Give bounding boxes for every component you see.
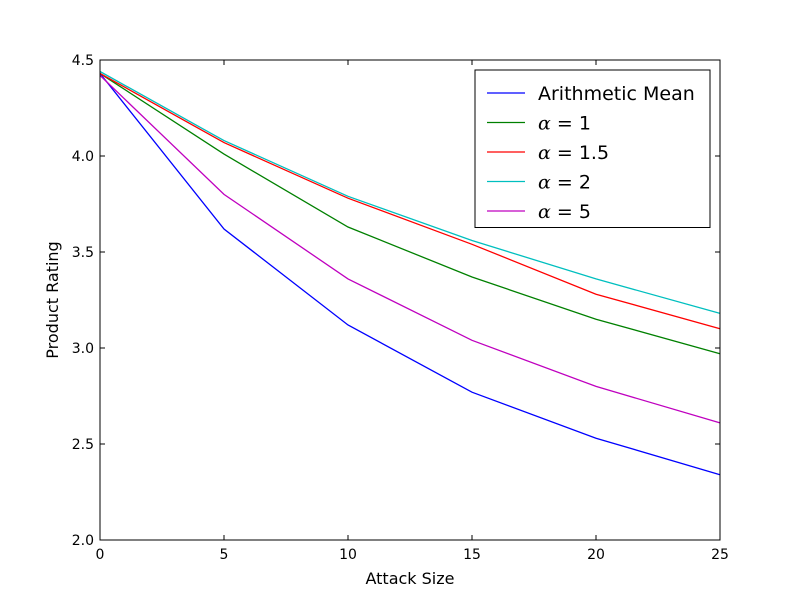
legend-box	[474, 69, 711, 228]
y-tick-label: 3.0	[72, 341, 94, 357]
x-axis-title: Attack Size	[365, 569, 454, 588]
series-line-4	[99, 70, 721, 315]
y-tick-label: 3.5	[72, 245, 94, 261]
y-tick-label: 4.0	[72, 149, 94, 165]
legend-value: = 5	[551, 201, 591, 223]
x-tick-label: 15	[463, 547, 481, 563]
legend-label-1: Arithmetic Mean	[538, 83, 695, 105]
y-axis-title: Product Rating	[43, 241, 62, 358]
x-tick-label: 20	[587, 547, 605, 563]
alpha-symbol: α	[538, 142, 551, 164]
x-tick-label: 25	[711, 547, 729, 563]
plot-frame	[99, 59, 721, 541]
alpha-symbol: α	[538, 172, 551, 194]
series-line-5	[99, 74, 721, 424]
legend-label-5: α = 5	[538, 201, 591, 223]
series-lines	[99, 70, 721, 476]
legend-value: = 2	[551, 172, 591, 194]
legend-label-4: α = 2	[538, 172, 591, 194]
y-tick-label: 2.0	[72, 533, 94, 549]
alpha-symbol: α	[538, 201, 551, 223]
y-tick-label: 2.5	[72, 437, 94, 453]
y-tick-label: 4.5	[72, 53, 94, 69]
legend-label-3: α = 1.5	[538, 142, 609, 164]
alpha-symbol: α	[538, 113, 551, 135]
legend-label-2: α = 1	[538, 113, 591, 135]
legend-value: = 1	[551, 113, 591, 135]
series-line-3	[99, 72, 721, 330]
series-line-2	[99, 72, 721, 355]
x-tick-label: 10	[339, 547, 357, 563]
legend-value: = 1.5	[551, 142, 609, 164]
x-tick-label: 0	[96, 547, 105, 563]
axis-ticks: 0 5 10 15 20 25 2.0 2.5 3.0 3.5 4.0 4.5	[72, 53, 729, 563]
series-line-1	[99, 72, 721, 476]
x-tick-label: 5	[220, 547, 229, 563]
